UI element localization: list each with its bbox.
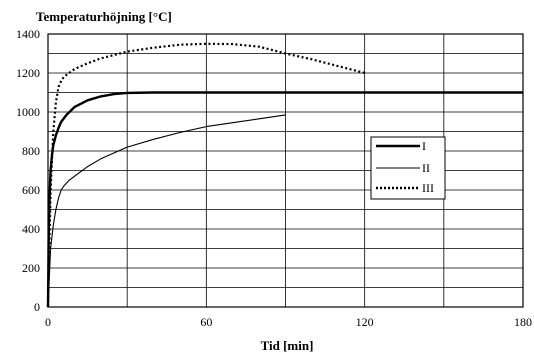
legend-label-ii: II <box>422 161 430 175</box>
x-tick-label-60: 60 <box>200 315 212 329</box>
y-tick-label-200: 200 <box>22 261 40 275</box>
y-tick-label-800: 800 <box>22 144 40 158</box>
series-line-iii <box>46 42 365 308</box>
plot-area-frame <box>47 33 524 308</box>
legend-label-iii: III <box>422 181 434 195</box>
chart-title: Temperaturhöjning [°C] <box>36 9 172 24</box>
x-tick-label-0: 0 <box>45 315 51 329</box>
legend: I II III <box>370 136 446 200</box>
y-tick-label-1400: 1400 <box>16 27 40 41</box>
x-axis-label: Tid [min] <box>261 338 314 353</box>
x-tick-label-120: 120 <box>356 315 374 329</box>
grid-lines <box>47 33 524 308</box>
series-line-ii <box>47 114 286 308</box>
y-tick-label-1200: 1200 <box>16 66 40 80</box>
legend-label-i: I <box>422 139 426 153</box>
y-tick-label-600: 600 <box>22 183 40 197</box>
series-lines <box>46 42 523 308</box>
y-tick-label-400: 400 <box>22 222 40 236</box>
x-tick-label-180: 180 <box>514 315 532 329</box>
y-tick-label-1000: 1000 <box>16 105 40 119</box>
tick-labels: 0 200 400 600 800 1000 1200 1400 0 60 120 180 <box>16 27 532 329</box>
y-tick-label-0: 0 <box>34 300 40 314</box>
series-line-i <box>46 91 523 308</box>
